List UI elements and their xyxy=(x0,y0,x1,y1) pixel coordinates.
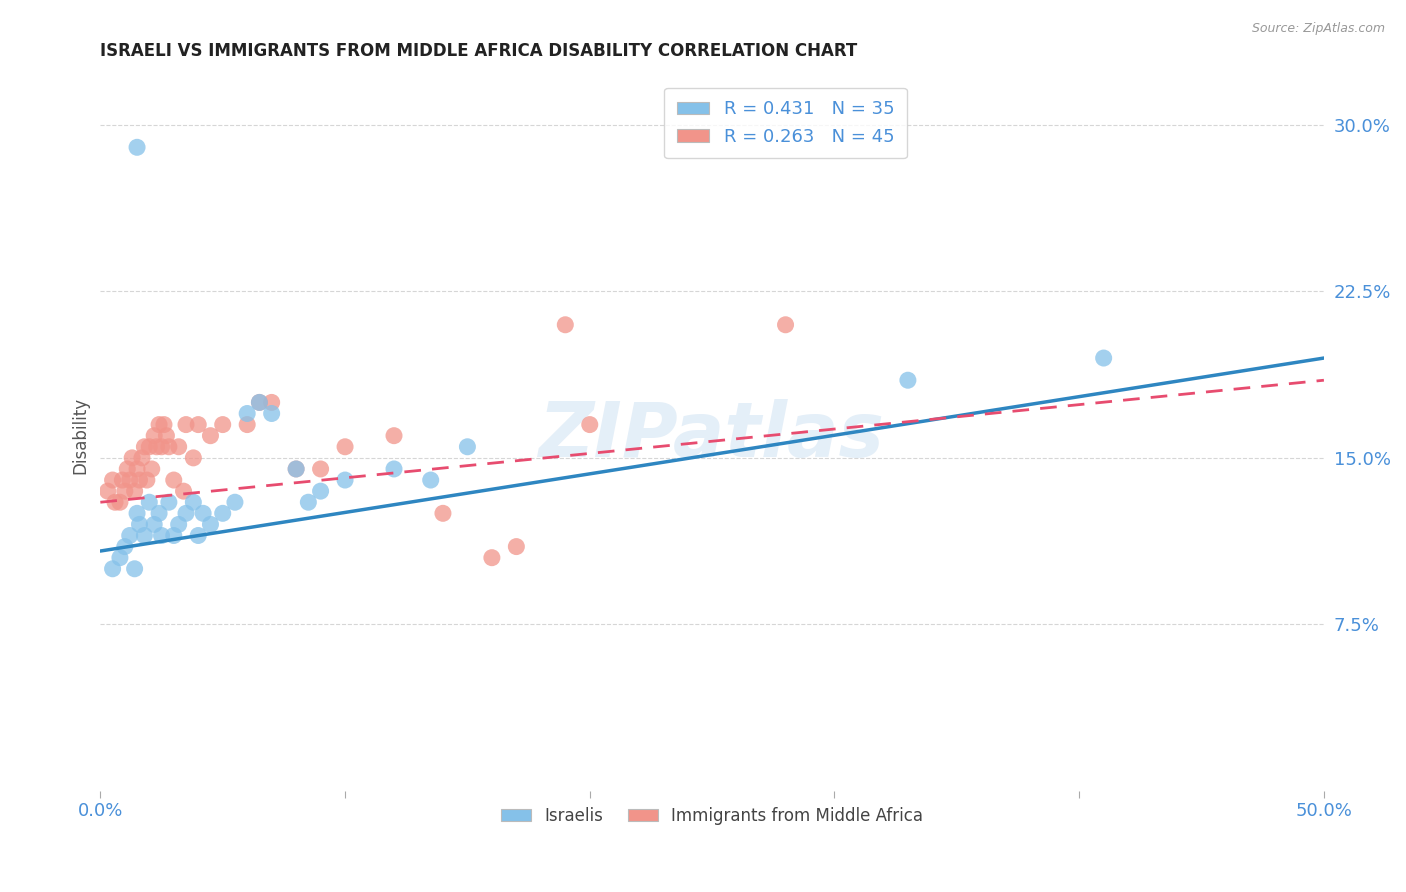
Point xyxy=(128,473,150,487)
Point xyxy=(155,428,177,442)
Point xyxy=(143,517,166,532)
Point xyxy=(97,484,120,499)
Point xyxy=(174,417,197,432)
Point xyxy=(114,484,136,499)
Point xyxy=(249,395,271,409)
Point xyxy=(309,484,332,499)
Text: ISRAELI VS IMMIGRANTS FROM MIDDLE AFRICA DISABILITY CORRELATION CHART: ISRAELI VS IMMIGRANTS FROM MIDDLE AFRICA… xyxy=(100,42,858,60)
Point xyxy=(578,417,600,432)
Point xyxy=(157,440,180,454)
Point xyxy=(118,528,141,542)
Point xyxy=(432,506,454,520)
Point xyxy=(134,440,156,454)
Point xyxy=(211,506,233,520)
Point xyxy=(124,484,146,499)
Point xyxy=(125,140,148,154)
Point xyxy=(157,495,180,509)
Point xyxy=(200,517,222,532)
Point xyxy=(897,373,920,387)
Point xyxy=(101,473,124,487)
Point xyxy=(187,417,209,432)
Point xyxy=(200,428,222,442)
Point xyxy=(104,495,127,509)
Point xyxy=(101,562,124,576)
Point xyxy=(174,506,197,520)
Point xyxy=(419,473,441,487)
Point xyxy=(285,462,308,476)
Point xyxy=(183,495,205,509)
Point xyxy=(1092,351,1115,365)
Point xyxy=(309,462,332,476)
Point xyxy=(187,528,209,542)
Point xyxy=(224,495,246,509)
Point xyxy=(111,473,134,487)
Legend: Israelis, Immigrants from Middle Africa: Israelis, Immigrants from Middle Africa xyxy=(501,807,924,825)
Point xyxy=(135,473,157,487)
Point xyxy=(481,550,503,565)
Point xyxy=(456,440,478,454)
Point xyxy=(114,540,136,554)
Point xyxy=(382,428,405,442)
Point xyxy=(173,484,195,499)
Point xyxy=(260,395,283,409)
Point xyxy=(333,473,356,487)
Point xyxy=(191,506,214,520)
Point xyxy=(285,462,308,476)
Point xyxy=(108,550,131,565)
Point xyxy=(118,473,141,487)
Point xyxy=(505,540,527,554)
Point xyxy=(128,517,150,532)
Y-axis label: Disability: Disability xyxy=(72,397,89,475)
Point xyxy=(260,407,283,421)
Point xyxy=(153,417,176,432)
Point xyxy=(775,318,797,332)
Text: ZIPatlas: ZIPatlas xyxy=(538,399,886,473)
Point xyxy=(117,462,139,476)
Point xyxy=(236,407,259,421)
Point xyxy=(148,417,170,432)
Point xyxy=(163,473,186,487)
Point xyxy=(108,495,131,509)
Point xyxy=(134,528,156,542)
Point xyxy=(150,440,173,454)
Point xyxy=(143,428,166,442)
Point xyxy=(141,462,163,476)
Point xyxy=(183,450,205,465)
Point xyxy=(121,450,143,465)
Point xyxy=(167,517,190,532)
Point xyxy=(249,395,271,409)
Point xyxy=(124,562,146,576)
Point xyxy=(138,440,160,454)
Point xyxy=(382,462,405,476)
Point xyxy=(236,417,259,432)
Point xyxy=(150,528,173,542)
Point xyxy=(167,440,190,454)
Text: Source: ZipAtlas.com: Source: ZipAtlas.com xyxy=(1251,22,1385,36)
Point xyxy=(211,417,233,432)
Point xyxy=(554,318,576,332)
Point xyxy=(145,440,167,454)
Point xyxy=(125,462,148,476)
Point xyxy=(333,440,356,454)
Point xyxy=(297,495,319,509)
Point xyxy=(125,506,148,520)
Point xyxy=(148,506,170,520)
Point xyxy=(131,450,153,465)
Point xyxy=(138,495,160,509)
Point xyxy=(163,528,186,542)
